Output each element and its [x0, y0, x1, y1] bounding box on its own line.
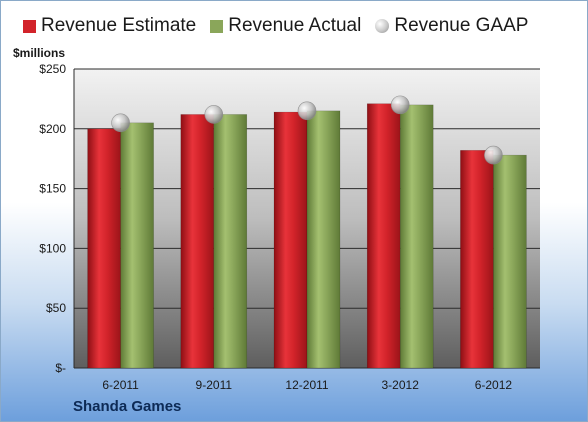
- bar-revenue-estimate-3-2012: [366, 103, 401, 369]
- x-tick-label-6-2012: 6-2012: [475, 378, 513, 392]
- legend-label-revenue-gaap: Revenue GAAP: [394, 15, 529, 36]
- bar-revenue-actual-12-2011: [306, 110, 341, 369]
- x-tick-label-9-2011: 9-2011: [196, 378, 233, 392]
- y-axis-unit-label: $millions: [13, 46, 66, 60]
- bar-revenue-estimate-12-2011: [273, 111, 308, 369]
- bar-revenue-actual-9-2011: [213, 114, 248, 369]
- y-tick-label-0: $-: [55, 361, 66, 375]
- legend-swatch-revenue-gaap: [375, 19, 390, 33]
- company-name: Shanda Games: [73, 398, 182, 415]
- marker-revenue-gaap-9-2011: [204, 105, 224, 124]
- y-tick-label-250: $250: [39, 62, 66, 76]
- marker-revenue-gaap-6-2011: [111, 113, 130, 133]
- marker-revenue-gaap-6-2012: [484, 145, 503, 165]
- bar-revenue-actual-3-2012: [399, 104, 434, 369]
- y-tick-label-200: $200: [39, 122, 66, 136]
- marker-revenue-gaap-12-2011: [297, 101, 317, 121]
- bar-revenue-estimate-6-2012: [460, 150, 494, 369]
- x-tick-label-12-2011: 12-2011: [285, 378, 328, 392]
- legend: Revenue Estimate Revenue Actual Revenue …: [23, 15, 542, 37]
- legend-label-revenue-estimate: Revenue Estimate: [41, 15, 197, 36]
- legend-swatch-revenue-actual: [210, 19, 224, 33]
- x-tick-label-3-2012: 3-2012: [382, 378, 420, 392]
- legend-item-revenue-estimate: Revenue Estimate: [23, 15, 196, 37]
- y-tick-label-100: $100: [39, 241, 66, 255]
- legend-item-revenue-actual: Revenue Actual: [210, 15, 361, 37]
- y-tick-label-150: $150: [39, 182, 66, 196]
- bar-revenue-estimate-6-2011: [87, 128, 121, 369]
- bar-revenue-actual-6-2012: [493, 154, 527, 369]
- marker-revenue-gaap-3-2012: [390, 95, 410, 115]
- bar-revenue-actual-6-2011: [120, 122, 154, 369]
- x-tick-label-6-2011: 6-2011: [102, 378, 139, 392]
- legend-swatch-revenue-estimate: [23, 19, 36, 33]
- bar-revenue-estimate-9-2011: [180, 114, 215, 369]
- y-tick-label-50: $50: [46, 301, 66, 315]
- legend-item-revenue-gaap: Revenue GAAP: [375, 15, 528, 37]
- legend-label-revenue-actual: Revenue Actual: [228, 15, 362, 36]
